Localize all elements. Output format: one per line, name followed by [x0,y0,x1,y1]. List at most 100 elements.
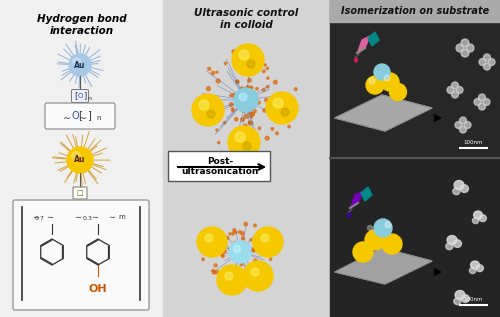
Circle shape [214,96,218,100]
Circle shape [474,99,481,106]
FancyBboxPatch shape [72,89,88,102]
Text: m: m [118,214,126,220]
Circle shape [228,286,230,288]
Circle shape [244,242,246,244]
Circle shape [464,121,471,128]
Circle shape [235,132,245,142]
Text: Au: Au [74,156,86,165]
Circle shape [381,73,399,91]
Circle shape [230,103,233,106]
Circle shape [240,263,243,266]
Circle shape [460,126,466,133]
Text: $\mathsf{]}$: $\mathsf{]}$ [88,109,92,123]
Ellipse shape [470,268,476,274]
Circle shape [384,75,390,81]
Text: 100nm: 100nm [463,297,483,302]
Circle shape [288,115,290,118]
FancyBboxPatch shape [13,200,149,310]
Circle shape [452,82,458,89]
Text: [: [ [74,92,78,100]
Circle shape [288,126,290,128]
Circle shape [246,271,248,273]
Circle shape [229,241,251,263]
Circle shape [236,258,239,261]
Circle shape [233,229,235,232]
Circle shape [225,272,233,280]
Ellipse shape [455,290,465,300]
Circle shape [447,87,454,94]
Circle shape [218,142,220,144]
Circle shape [246,249,249,251]
Circle shape [240,118,244,121]
Ellipse shape [479,215,486,222]
Circle shape [248,121,250,124]
Circle shape [374,219,392,237]
Circle shape [253,110,256,113]
Circle shape [452,91,458,98]
Circle shape [244,114,248,118]
Circle shape [478,94,486,101]
Ellipse shape [460,185,468,192]
Circle shape [230,94,232,96]
Circle shape [251,137,254,139]
Ellipse shape [474,211,482,219]
Circle shape [224,122,226,124]
Circle shape [207,110,215,118]
Circle shape [236,270,240,274]
Circle shape [248,79,252,82]
Circle shape [258,127,260,130]
Circle shape [224,250,226,252]
Circle shape [484,54,490,61]
Circle shape [236,260,238,263]
Circle shape [226,236,229,239]
Circle shape [206,87,210,91]
Circle shape [250,87,252,89]
Circle shape [266,67,268,69]
Text: ]: ] [83,92,86,100]
Circle shape [484,63,490,70]
Polygon shape [335,95,432,131]
Text: Ultrasonic control
in colloid: Ultrasonic control in colloid [194,8,298,29]
Circle shape [214,264,217,267]
Text: Isomerization on substrate: Isomerization on substrate [341,6,489,16]
Ellipse shape [476,265,484,272]
Circle shape [366,76,384,94]
Circle shape [215,270,218,274]
Circle shape [73,58,80,66]
Text: $\sim$: $\sim$ [78,111,88,121]
Ellipse shape [454,240,462,248]
FancyBboxPatch shape [168,151,270,181]
Text: n: n [87,95,91,100]
Polygon shape [350,191,363,209]
Circle shape [252,91,255,94]
Circle shape [369,78,375,84]
Circle shape [244,223,248,226]
Circle shape [265,136,269,140]
Circle shape [246,283,248,285]
Polygon shape [361,187,372,201]
Circle shape [274,80,277,84]
Circle shape [216,79,220,83]
Circle shape [478,103,486,110]
Circle shape [217,265,247,295]
Text: $\mathsf{\sim}$: $\mathsf{\sim}$ [31,212,41,221]
Circle shape [222,255,224,257]
Circle shape [234,245,240,253]
Circle shape [455,121,462,128]
Ellipse shape [454,180,464,190]
Text: $\mathsf{\sim}$: $\mathsf{\sim}$ [73,212,83,221]
Circle shape [242,110,245,113]
Circle shape [239,50,249,60]
Bar [330,158,500,317]
Circle shape [69,54,91,76]
Circle shape [382,234,402,254]
Circle shape [390,83,406,100]
Circle shape [385,222,391,228]
Text: n: n [96,115,100,121]
Circle shape [236,80,239,83]
Bar [330,0,500,158]
Circle shape [236,80,238,82]
Circle shape [262,70,265,73]
Circle shape [235,231,237,233]
Circle shape [67,147,93,173]
